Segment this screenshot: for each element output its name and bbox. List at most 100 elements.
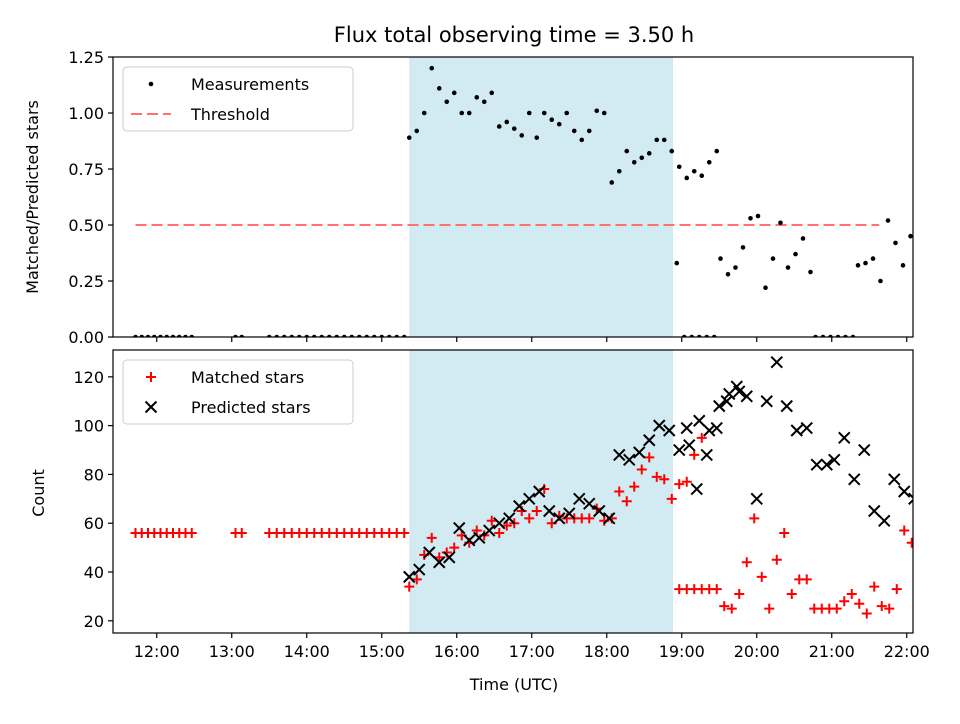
matched-star-point (846, 588, 857, 599)
y-tick-label: 80 (84, 465, 104, 484)
matched-star-point (869, 581, 880, 592)
measurement-point (534, 135, 540, 140)
predicted-star-point (750, 492, 763, 506)
measurement-point (541, 110, 547, 116)
measurement-point (691, 168, 697, 174)
matched-star-point (854, 598, 865, 609)
matched-star-point (756, 571, 767, 582)
measurement-point (444, 99, 450, 105)
matched-star-point (486, 515, 497, 526)
matched-star-point (689, 449, 700, 460)
measurement-point (755, 213, 761, 219)
measurement-point (699, 173, 705, 179)
matched-star-point (449, 542, 460, 553)
predicted-star-point (593, 504, 606, 518)
predicted-star-point (623, 453, 636, 466)
legend: Matched stars Predicted stars (122, 359, 354, 425)
predicted-star-point (613, 448, 626, 462)
predicted-star-point (898, 485, 911, 498)
x-axis-label: Time (UTC) (469, 675, 558, 694)
measurement-point (878, 278, 883, 284)
top-y-axis-label: Matched/Predicted stars (23, 100, 42, 294)
matched-star-point (186, 527, 197, 538)
measurement-point (579, 137, 585, 143)
matched-star-point (876, 601, 887, 612)
matched-star-point (501, 520, 512, 531)
measurement-point (421, 110, 427, 116)
bottom-y-axis-label: Count (29, 469, 48, 517)
predicted-star-point (493, 517, 506, 530)
measurement-point (436, 86, 442, 91)
predicted-star-point (483, 524, 496, 537)
measurement-point (571, 128, 577, 134)
matched-star-point (884, 603, 895, 614)
predicted-star-point (673, 443, 686, 457)
matched-star-point (471, 525, 482, 536)
legend-marker-plus (146, 372, 156, 382)
chart-title: Flux total observing time = 3.50 h (334, 23, 694, 47)
measurement-point (654, 137, 660, 143)
predicted-star-point (413, 563, 426, 576)
measurement-point (855, 263, 861, 268)
measurement-point (639, 155, 645, 161)
measurement-point (504, 119, 510, 125)
measurement-point (808, 269, 813, 275)
x-tick-label: 20:00 (734, 642, 780, 661)
predicted-star-point (543, 504, 556, 518)
y-tick-label: 60 (84, 514, 104, 533)
matched-star-point (771, 554, 782, 565)
measurement-point (748, 215, 753, 221)
matched-star-point (666, 493, 677, 504)
predicted-star-point (653, 419, 666, 432)
matched-star-point (434, 552, 445, 563)
matched-star-point (651, 471, 662, 482)
matched-star-point (899, 525, 910, 536)
predicted-star-point (790, 424, 803, 437)
predicted-star-point (908, 492, 913, 506)
predicted-star-point (720, 395, 733, 408)
predicted-star-point (848, 473, 861, 486)
measurement-point (885, 218, 891, 223)
measurement-point (406, 135, 412, 140)
matched-star-point (906, 537, 913, 548)
predicted-star-point (878, 514, 891, 527)
predicted-star-point (710, 421, 723, 435)
predicted-star-point (730, 380, 743, 393)
predicted-star-point (693, 414, 706, 427)
x-tick-label: 16:00 (434, 642, 480, 661)
legend-label: Threshold (190, 105, 270, 124)
predicted-star-point (643, 434, 656, 447)
panel-count: 20 40 60 80 100 120 12:00 13:00 14:00 15:00 16:00 1… (73, 349, 930, 661)
predicted-star-point (503, 512, 516, 525)
matched-star-point (681, 476, 692, 487)
predicted-star-point (533, 485, 546, 498)
x-tick-label: 19:00 (659, 642, 705, 661)
matched-star-point (786, 588, 797, 599)
predicted-star-point (583, 497, 596, 510)
measurement-point (481, 99, 487, 105)
predicted-star-point (473, 531, 486, 545)
measurement-point (785, 265, 791, 270)
matched-star-point (584, 513, 595, 524)
matched-star-point (764, 603, 775, 614)
x-tick-label: 12:00 (134, 642, 180, 661)
predicted-star-point (858, 443, 871, 457)
predicted-star-point (573, 492, 586, 506)
y-tick-label: 0.50 (68, 216, 104, 235)
measurement-point (684, 175, 690, 181)
measurement-point (740, 245, 746, 250)
measurement-point (661, 137, 667, 143)
measurement-point (466, 110, 472, 116)
x-tick-label: 17:00 (509, 642, 555, 661)
matched-star-point (621, 496, 632, 507)
y-tick-label: 40 (84, 563, 104, 582)
measurement-point (429, 65, 435, 71)
predicted-star-point (423, 546, 436, 559)
predicted-star-point (443, 551, 456, 564)
matched-star-point (629, 481, 640, 492)
y-tick-label: 0.25 (68, 272, 104, 291)
predicted-star-point (770, 355, 783, 369)
x-tick-label: 13:00 (209, 642, 255, 661)
y-tick-label: 20 (84, 612, 104, 631)
axes-frame (112, 56, 914, 338)
